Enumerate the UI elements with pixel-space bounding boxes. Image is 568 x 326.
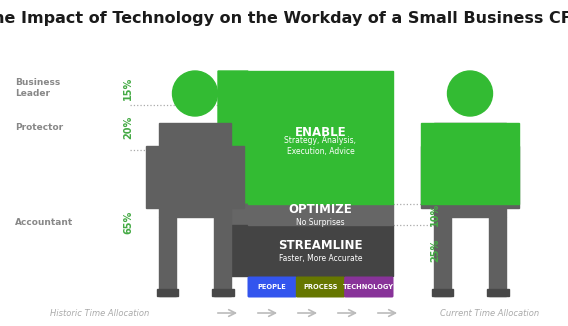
Bar xyxy=(248,71,393,204)
Text: STREAMLINE: STREAMLINE xyxy=(278,239,363,252)
Bar xyxy=(214,217,231,296)
Text: The Impact of Technology on the Workday of a Small Business CFO: The Impact of Technology on the Workday … xyxy=(0,11,568,26)
Text: 10%: 10% xyxy=(430,203,440,226)
Text: Faster, More Accurate: Faster, More Accurate xyxy=(279,254,362,263)
Bar xyxy=(434,123,506,217)
Text: 25%: 25% xyxy=(430,239,440,262)
Text: Protector: Protector xyxy=(15,123,63,132)
Bar xyxy=(506,123,519,204)
Text: Current Time Allocation: Current Time Allocation xyxy=(440,308,540,318)
Bar xyxy=(432,289,453,296)
Polygon shape xyxy=(218,204,248,276)
Polygon shape xyxy=(218,225,248,276)
Bar xyxy=(488,217,506,296)
Text: 15%: 15% xyxy=(123,76,133,99)
Text: 65%: 65% xyxy=(123,211,133,234)
Bar xyxy=(434,217,452,296)
Bar xyxy=(434,123,506,204)
Bar xyxy=(157,289,178,296)
Polygon shape xyxy=(218,71,248,276)
Text: Accountant: Accountant xyxy=(15,218,73,227)
Bar xyxy=(506,146,519,208)
Bar xyxy=(421,146,434,208)
Text: TECHNOLOGY: TECHNOLOGY xyxy=(343,284,394,290)
Circle shape xyxy=(173,71,218,116)
Text: No Surprises: No Surprises xyxy=(296,218,345,227)
Bar xyxy=(421,123,434,204)
Bar xyxy=(231,146,244,208)
Text: 20%: 20% xyxy=(123,116,133,139)
Bar xyxy=(147,146,159,208)
FancyBboxPatch shape xyxy=(248,276,297,298)
Text: Strategy, Analysis,
Execution, Advice: Strategy, Analysis, Execution, Advice xyxy=(285,136,357,156)
Text: PROCESS: PROCESS xyxy=(303,284,338,290)
Bar xyxy=(248,225,393,276)
Bar xyxy=(487,289,509,296)
Text: Business
Leader: Business Leader xyxy=(15,78,60,97)
Bar xyxy=(248,204,393,225)
Text: PEOPLE: PEOPLE xyxy=(258,284,286,290)
FancyBboxPatch shape xyxy=(344,276,394,298)
FancyBboxPatch shape xyxy=(296,276,345,298)
Text: OPTIMIZE: OPTIMIZE xyxy=(289,203,352,216)
Text: 65%: 65% xyxy=(430,126,440,149)
Text: Historic Time Allocation: Historic Time Allocation xyxy=(51,308,149,318)
Bar xyxy=(212,289,234,296)
Text: ENABLE: ENABLE xyxy=(295,126,346,139)
Circle shape xyxy=(448,71,492,116)
Bar xyxy=(159,217,176,296)
Bar xyxy=(159,123,231,217)
